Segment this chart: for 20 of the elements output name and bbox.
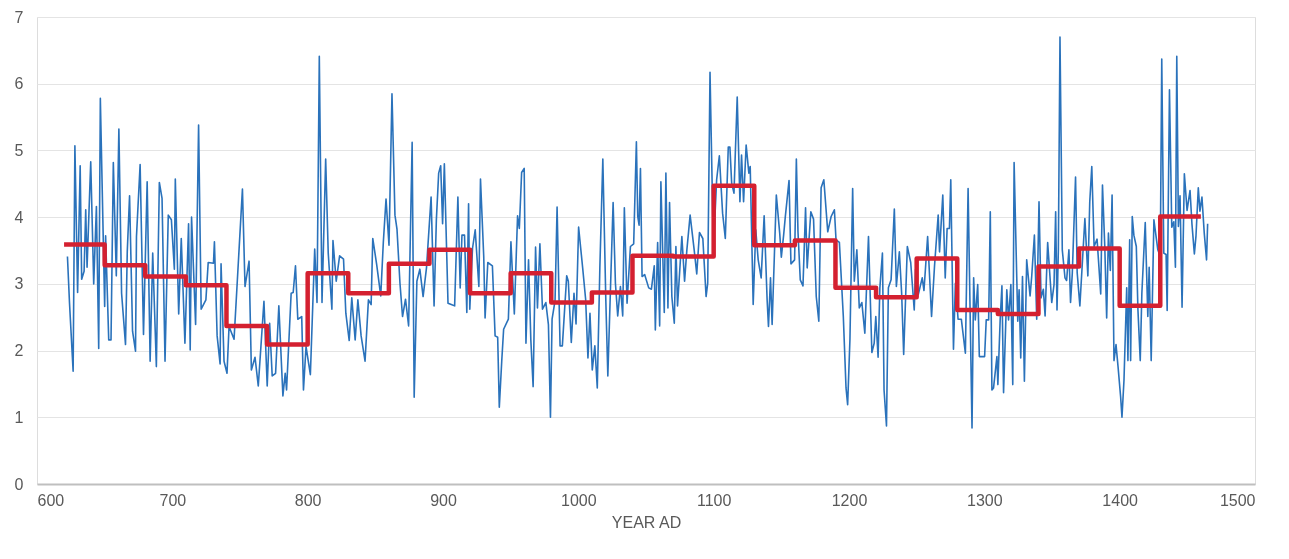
x-tick-label: 900 — [430, 491, 457, 509]
x-tick-label: 1500 — [1219, 491, 1256, 509]
line-series — [66, 36, 1209, 429]
y-tick-label: 6 — [14, 75, 24, 93]
y-tick-label: 7 — [14, 8, 24, 26]
y-tick-label: 3 — [14, 275, 24, 293]
y-tick-label: 5 — [14, 141, 24, 159]
x-tick-label: 800 — [294, 491, 322, 509]
y-tick-label: 1 — [14, 408, 24, 426]
x-tick-label: 700 — [159, 491, 187, 509]
y-tick-label: 4 — [14, 208, 24, 226]
x-tick-label: 1300 — [967, 491, 1003, 509]
x-tick-label: 1100 — [696, 491, 732, 509]
x-tick-label: 1200 — [831, 491, 868, 509]
x-tick-label: 600 — [37, 491, 65, 509]
x-axis-title: YEAR AD — [611, 513, 682, 531]
y-tick-label: 0 — [14, 475, 24, 493]
x-tick-label: 1400 — [1102, 491, 1139, 509]
y-tick-label: 2 — [14, 342, 24, 360]
x-tick-label: 1000 — [561, 491, 597, 509]
